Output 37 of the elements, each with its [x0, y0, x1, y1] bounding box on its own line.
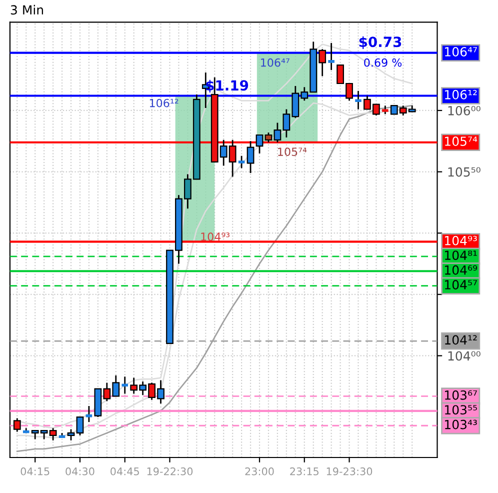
candlestick [326, 42, 336, 71]
candlestick [246, 140, 254, 174]
ref-line-label: 103⁶⁷ [445, 390, 477, 400]
candlestick [354, 90, 363, 110]
ref-line-label: 104⁸¹ [445, 250, 477, 260]
ref-line-label: 105⁷⁴ [445, 136, 478, 146]
y-tick-label: 104⁰⁰ [448, 351, 480, 361]
y-tick-label: 106⁰⁰ [448, 106, 480, 116]
x-tick-label: 23:15 [290, 467, 318, 476]
ref-line-label: 103⁵⁵ [445, 405, 477, 415]
annotation: 0.69 % [364, 58, 402, 67]
candlestick [120, 376, 130, 394]
x-tick-label: 04:45 [110, 467, 139, 476]
candlestick [13, 418, 21, 432]
ref-line-label: 103⁴³ [445, 420, 477, 430]
chart-title: 3 Min [10, 4, 44, 15]
ref-line-label: 104⁶⁹ [445, 265, 478, 275]
annotation: $0.73 [359, 36, 402, 49]
candlestick [264, 132, 272, 144]
annotation: 104⁹³ [201, 232, 230, 241]
x-tick-label: 19-22:30 [147, 467, 193, 476]
ref-line-label: 106⁴⁷ [445, 47, 477, 56]
y-tick-label: 105⁵⁰ [448, 167, 480, 177]
candlestick [256, 134, 264, 154]
annotation: 105⁷⁴ [278, 148, 307, 156]
annotation: 106¹² [150, 98, 178, 108]
x-tick-label: 23:00 [245, 467, 274, 476]
x-tick-label: 04:30 [66, 467, 94, 476]
ref-line-label: 104⁹³ [445, 236, 477, 246]
x-tick-label: 04:15 [20, 467, 50, 476]
ref-line-label: 106¹² [445, 90, 477, 100]
annotation: 106⁴⁷ [261, 58, 290, 67]
candlestick [76, 416, 84, 436]
ref-line-label: 104⁵⁷ [445, 280, 477, 290]
x-tick-label: 19-23:30 [326, 467, 372, 476]
candlestick [67, 428, 75, 442]
ref-line-label: 104¹² [445, 335, 477, 345]
